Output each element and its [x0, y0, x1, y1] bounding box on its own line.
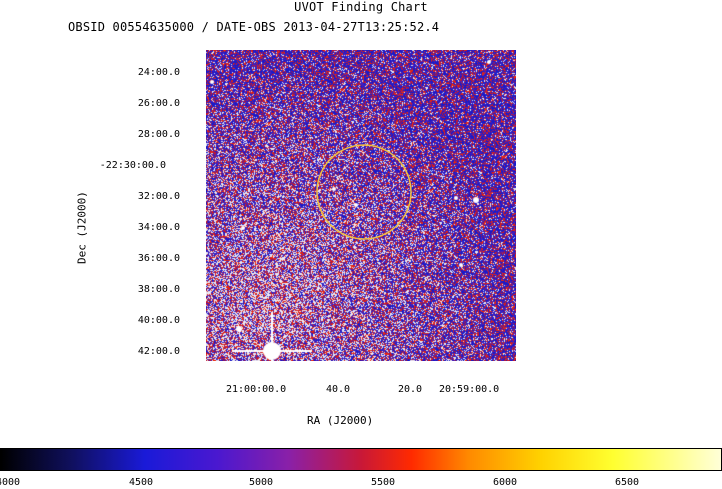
- ra-axis-label: RA (J2000): [307, 414, 374, 427]
- dec-axis-label: Dec (J2000): [75, 191, 89, 264]
- dec-tick: 32:00.0: [137, 191, 180, 202]
- colorbar-tick: 6500: [614, 477, 640, 488]
- ra-tick: 40.0: [326, 384, 351, 395]
- dec-tick: 28:00.0: [137, 129, 180, 140]
- ra-tick: 20.0: [398, 384, 423, 395]
- sky-canvas: [206, 50, 516, 361]
- colorbar-tick: 5500: [370, 477, 396, 488]
- target-region-circle: [316, 144, 412, 240]
- chart-title: UVOT Finding Chart: [294, 0, 428, 14]
- dec-tick: 38:00.0: [137, 284, 180, 295]
- dec-tick: 42:00.0: [137, 346, 180, 357]
- dec-tick: 24:00.0: [137, 67, 180, 78]
- dec-tick: 26:00.0: [137, 98, 180, 109]
- colorbar: [0, 448, 722, 471]
- colorbar-tick: 4500: [128, 477, 154, 488]
- ra-tick: 21:00:00.0: [226, 384, 287, 395]
- chart-subtitle: OBSID 00554635000 / DATE-OBS 2013-04-27T…: [68, 20, 440, 34]
- ra-tick: 20:59:00.0: [439, 384, 500, 395]
- dec-tick: 40:00.0: [137, 315, 180, 326]
- colorbar-tick: 4000: [0, 477, 21, 488]
- dec-tick: 34:00.0: [137, 222, 180, 233]
- sky-image: [206, 50, 516, 361]
- colorbar-tick: 5000: [248, 477, 274, 488]
- dec-tick: -22:30:00.0: [99, 160, 166, 171]
- overlay-svg: [316, 144, 412, 240]
- dec-tick: 36:00.0: [137, 253, 180, 264]
- colorbar-tick: 6000: [492, 477, 518, 488]
